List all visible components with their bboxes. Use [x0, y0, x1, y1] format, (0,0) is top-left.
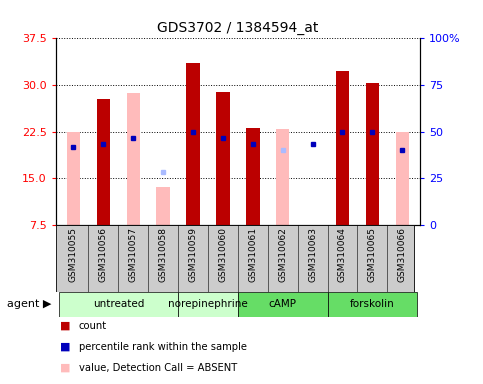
- Text: GSM310061: GSM310061: [248, 227, 257, 281]
- Text: forskolin: forskolin: [350, 299, 395, 310]
- Text: ■: ■: [60, 363, 71, 373]
- Bar: [186, 63, 200, 225]
- Text: GSM310055: GSM310055: [69, 227, 78, 281]
- Bar: [127, 93, 140, 225]
- Text: GSM310066: GSM310066: [398, 227, 407, 281]
- Text: GSM310065: GSM310065: [368, 227, 377, 281]
- Bar: [327, 292, 417, 317]
- Title: GDS3702 / 1384594_at: GDS3702 / 1384594_at: [157, 21, 319, 35]
- Bar: [156, 187, 170, 225]
- Text: GSM310059: GSM310059: [188, 227, 198, 281]
- Bar: [216, 93, 229, 225]
- Bar: [246, 128, 259, 225]
- Bar: [238, 292, 327, 317]
- Text: GSM310064: GSM310064: [338, 227, 347, 281]
- Text: ■: ■: [60, 342, 71, 352]
- Text: percentile rank within the sample: percentile rank within the sample: [79, 342, 247, 352]
- Text: GSM310057: GSM310057: [129, 227, 138, 281]
- Text: untreated: untreated: [93, 299, 144, 310]
- Text: GSM310063: GSM310063: [308, 227, 317, 281]
- Bar: [97, 99, 110, 225]
- Text: GSM310056: GSM310056: [99, 227, 108, 281]
- Bar: [396, 131, 409, 225]
- Text: GSM310062: GSM310062: [278, 227, 287, 281]
- Text: GSM310058: GSM310058: [158, 227, 168, 281]
- Text: agent ▶: agent ▶: [7, 299, 51, 310]
- Bar: [58, 292, 178, 317]
- Bar: [336, 71, 349, 225]
- Bar: [67, 131, 80, 225]
- Text: count: count: [79, 321, 107, 331]
- Text: ■: ■: [60, 321, 71, 331]
- Bar: [366, 83, 379, 225]
- Text: cAMP: cAMP: [269, 299, 297, 310]
- Text: GSM310060: GSM310060: [218, 227, 227, 281]
- Bar: [178, 292, 238, 317]
- Text: norepinephrine: norepinephrine: [168, 299, 248, 310]
- Text: value, Detection Call = ABSENT: value, Detection Call = ABSENT: [79, 363, 237, 373]
- Bar: [276, 129, 289, 225]
